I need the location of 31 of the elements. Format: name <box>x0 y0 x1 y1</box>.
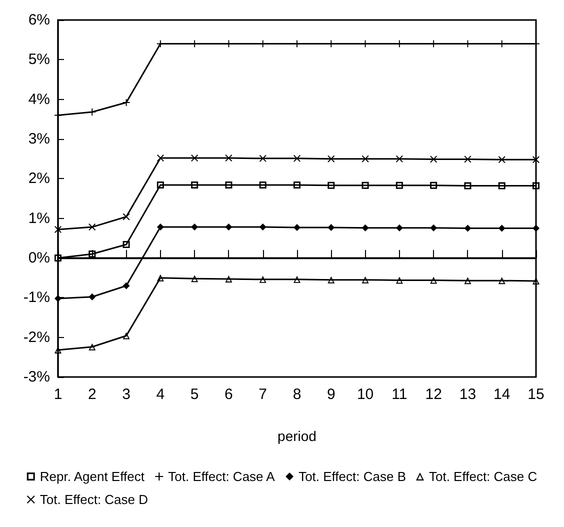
y-tick-label: 6% <box>28 12 50 28</box>
y-tick-label: -3% <box>23 368 50 386</box>
y-tick-label: 1% <box>28 210 50 227</box>
y-tick-label: 3% <box>28 130 50 148</box>
x-tick-label: 15 <box>528 386 544 403</box>
x-tick-label: 4 <box>156 386 165 403</box>
legend-label: Tot. Effect: Case A <box>168 469 276 484</box>
y-tick-label: -1% <box>23 289 50 306</box>
x-tick-label: 10 <box>356 386 374 403</box>
x-tick-label: 8 <box>292 386 302 403</box>
x-tick-label: 6 <box>224 386 233 403</box>
y-tick-label: -2% <box>23 328 50 346</box>
x-tick-label: 3 <box>122 386 130 403</box>
x-tick-label: 2 <box>88 386 96 403</box>
x-tick-label: 13 <box>459 386 476 403</box>
x-axis-title: period <box>278 428 316 444</box>
legend-label: Tot. Effect: Case C <box>428 469 538 484</box>
y-tick-label: 5% <box>28 51 50 68</box>
y-tick-label: 4% <box>28 90 50 108</box>
y-tick-label: 0% <box>28 250 50 266</box>
x-tick-label: 12 <box>425 386 442 403</box>
x-tick-label: 9 <box>326 386 336 403</box>
x-tick-label: 11 <box>392 386 408 403</box>
x-tick-label: 7 <box>258 386 268 403</box>
x-tick-label: 14 <box>494 386 510 403</box>
x-tick-label: 1 <box>54 386 62 403</box>
legend-label: Tot. Effect: Case D <box>40 492 148 507</box>
legend-label: Repr. Agent Effect <box>40 469 145 484</box>
y-tick-label: 2% <box>28 170 50 188</box>
x-tick-label: 5 <box>190 386 199 403</box>
legend-label: Tot. Effect: Case B <box>298 469 406 484</box>
